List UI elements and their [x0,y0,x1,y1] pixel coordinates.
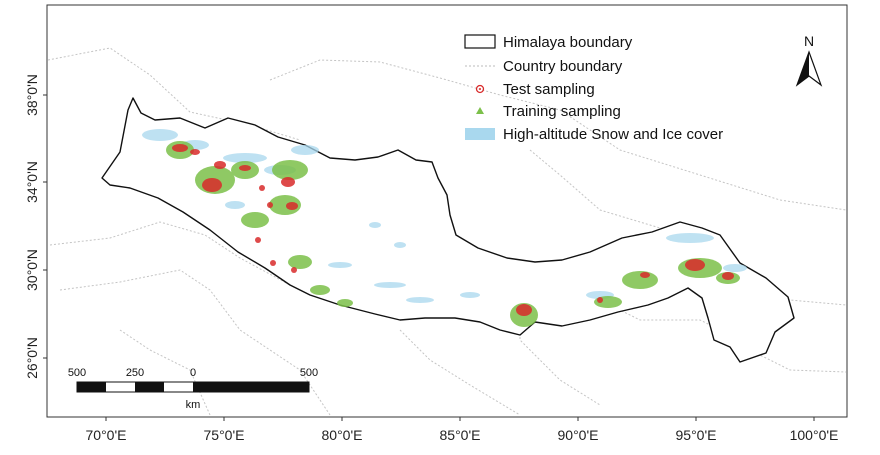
y-tick-label: 34°0'N [24,161,40,203]
x-tick-label: 70°0'E [86,427,127,443]
y-axis-labels: 38°0'N 34°0'N 30°0'N 26°0'N [24,74,40,379]
legend-label-country-boundary: Country boundary [503,58,623,75]
scale-label: 250 [126,367,144,379]
test-sampling-points [172,144,734,316]
north-arrow-icon-half [797,52,809,85]
scale-bar: 500 250 0 500 km [68,367,318,411]
legend-symbol-test-sampling [475,84,485,94]
legend-label-test-sampling: Test sampling [503,81,595,98]
legend-label-training-sampling: Training sampling [503,103,621,120]
x-tick-label: 75°0'E [204,427,245,443]
legend-symbol-snow-ice [465,128,495,140]
y-tick-label: 30°0'N [24,249,40,291]
x-tick-label: 80°0'E [322,427,363,443]
x-axis-labels: 70°0'E 75°0'E 80°0'E 85°0'E 90°0'E 95°0'… [86,427,839,443]
legend-label-himalaya-boundary: Himalaya boundary [503,34,633,51]
scale-label: 500 [68,367,86,379]
legend-symbol-himalaya-boundary [464,34,496,49]
y-tick-label: 26°0'N [24,337,40,379]
legend-symbol-training-sampling [476,107,484,114]
legend-symbol-test-sampling-dot [479,88,481,90]
x-tick-label: 90°0'E [558,427,599,443]
scale-bar-seg [135,382,164,392]
scale-bar-seg [193,382,309,392]
scale-unit: km [186,399,201,411]
scale-bar-seg [77,382,106,392]
legend-label-snow-ice: High-altitude Snow and Ice cover [503,126,723,143]
north-arrow: N [795,33,823,87]
scale-label: 0 [190,367,196,379]
y-tick-label: 38°0'N [24,74,40,116]
x-tick-label: 95°0'E [676,427,717,443]
x-tick-label: 100°0'E [790,427,839,443]
north-arrow-label: N [804,33,814,49]
legend: Himalaya boundary Country boundary Test … [464,34,723,143]
scale-label: 500 [300,367,318,379]
axis-ticks [43,94,815,421]
x-tick-label: 85°0'E [440,427,481,443]
